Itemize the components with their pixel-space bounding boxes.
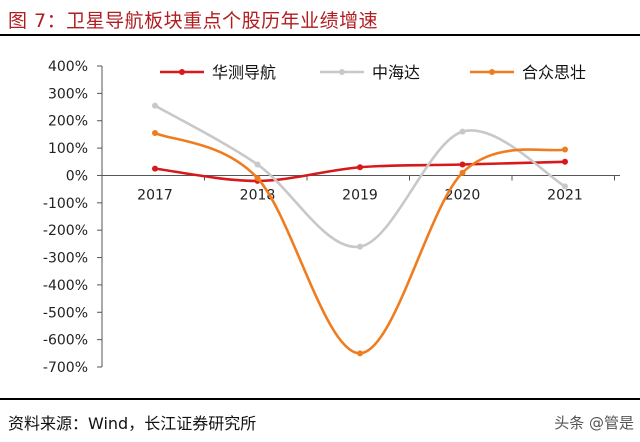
x-tick-label: 2017 (137, 187, 173, 203)
data-point (152, 130, 158, 137)
y-tick-label: -300% (43, 251, 88, 267)
series-3 (152, 130, 568, 357)
watermark: 头条 @管是 (554, 414, 634, 432)
legend-item: 中海达 (320, 63, 420, 82)
legend: 华测导航 中海达 合众思壮 (160, 63, 586, 82)
x-tick-label: 2020 (445, 187, 481, 203)
data-point (562, 158, 568, 165)
legend-marker (489, 69, 495, 75)
legend-marker (339, 69, 345, 75)
source-note: 资料来源：Wind，长江证券研究所 (8, 414, 257, 433)
y-tick-label: -600% (43, 333, 88, 349)
legend-item: 合众思壮 (470, 63, 586, 82)
x-axis: 2017 2018 2019 2020 2021 (101, 174, 620, 203)
chart-title: 图 7：卫星导航板块重点个股历年业绩增速 (8, 10, 379, 32)
data-point (562, 183, 568, 190)
y-tick-label: -200% (43, 223, 88, 239)
series-2 (152, 102, 568, 250)
x-tick-label: 2021 (547, 187, 583, 203)
y-axis: 400% 300% 200% 100% 0% -100% -200% -300% -400% -5… (43, 59, 103, 376)
title-bar: 图 7：卫星导航板块重点个股历年业绩增速 (0, 0, 640, 36)
data-point (357, 243, 363, 250)
data-point (562, 146, 568, 153)
data-point (357, 350, 363, 357)
footer-rule (0, 398, 640, 400)
y-tick-label: 0% (66, 168, 88, 184)
series-line (154, 104, 566, 248)
data-point (357, 164, 363, 171)
legend-label: 华测导航 (212, 63, 276, 82)
y-tick-label: 100% (48, 141, 88, 157)
series-lines (152, 102, 568, 357)
y-tick-label: -100% (43, 196, 88, 212)
y-tick-label: 300% (48, 86, 88, 102)
legend-label: 合众思壮 (522, 63, 586, 82)
data-point (254, 175, 261, 182)
y-tick-label: -500% (43, 305, 88, 321)
y-tick-label: -400% (43, 278, 88, 294)
x-tick-label: 2019 (342, 187, 378, 203)
line-chart: 400% 300% 200% 100% 0% -100% -200% -300% -400% -5… (43, 59, 620, 376)
data-point (459, 128, 466, 135)
data-point (152, 102, 158, 109)
y-tick-label: 200% (48, 114, 88, 130)
legend-item: 华测导航 (160, 63, 276, 82)
data-point (459, 169, 466, 176)
y-tick-label: 400% (48, 59, 88, 75)
data-point (254, 161, 261, 168)
data-point (459, 161, 466, 168)
y-tick-label: -700% (43, 360, 88, 376)
data-point (152, 165, 158, 172)
series-1 (152, 158, 568, 184)
legend-marker (179, 69, 185, 75)
legend-label: 中海达 (372, 63, 420, 82)
